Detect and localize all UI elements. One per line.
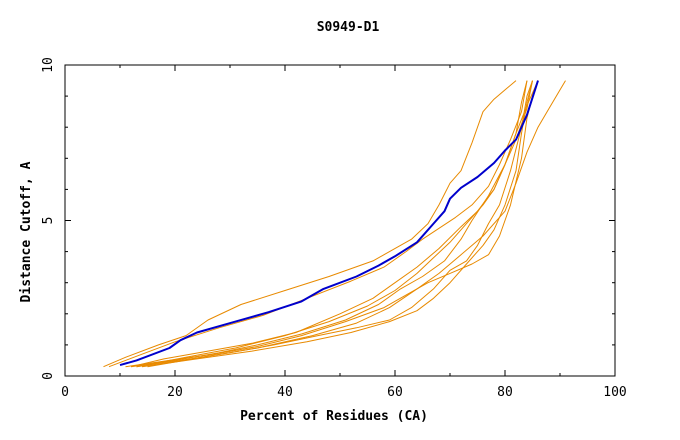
y-tick-label: 5 [41,217,56,225]
x-tick-label: 100 [603,385,626,400]
series-line [136,80,528,368]
x-tick-label: 0 [61,385,69,400]
x-tick-label: 20 [167,385,183,400]
x-tick-label: 40 [277,385,293,400]
series-line-highlight [119,80,539,367]
x-axis-label: Percent of Residues (CA) [240,409,428,424]
x-tick-label: 80 [497,385,513,400]
y-tick-label: 0 [41,372,56,380]
series-line [125,80,539,368]
series-line [130,80,533,368]
series-layer [103,80,566,368]
y-axis-label: Distance Cutoff, A [19,161,34,302]
y-tick-label: 10 [41,57,56,73]
series-line [130,80,539,368]
series-line [103,80,517,368]
x-tick-label: 60 [387,385,403,400]
axis-ticks: 0 20 40 60 80 100 0 5 10 [41,57,627,400]
series-line [108,80,528,368]
series-line [147,80,566,368]
chart-title: S0949-D1 [317,20,380,35]
plot-frame [64,64,616,377]
series-line [141,80,533,368]
